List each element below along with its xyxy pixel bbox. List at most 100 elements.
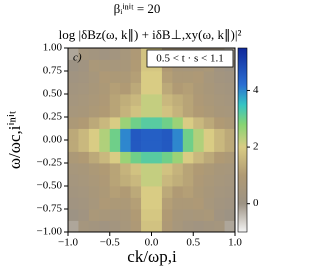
heat-cell	[151, 163, 163, 175]
heat-cell	[224, 117, 236, 129]
heat-cell	[141, 82, 152, 95]
y-axis-label: ω/ωc,iⁱⁿⁱᵗ	[5, 111, 24, 169]
heat-cell	[224, 209, 236, 221]
heat-cell	[214, 117, 225, 129]
heat-cell	[141, 59, 152, 72]
heat-cell	[141, 151, 152, 164]
heat-cell	[203, 105, 215, 118]
annotation-box	[146, 49, 234, 68]
heat-cell	[99, 174, 111, 187]
heat-cell	[141, 220, 152, 233]
heat-cell	[78, 163, 90, 175]
heat-cell	[130, 174, 142, 187]
heat-cell	[224, 82, 236, 95]
heat-cell	[78, 82, 90, 95]
heat-cell	[151, 71, 163, 83]
heat-cell	[68, 140, 79, 152]
heat-cell	[141, 117, 152, 129]
heat-cell	[203, 140, 215, 152]
heat-cell	[214, 94, 225, 106]
heat-cell	[68, 220, 79, 233]
y-tick-label: 0.00	[43, 134, 63, 146]
heat-cell	[182, 71, 194, 83]
heat-cell	[182, 220, 194, 233]
heat-cell	[193, 174, 205, 187]
heat-cell	[203, 163, 215, 175]
heat-cell	[203, 117, 215, 129]
heat-cell	[203, 151, 215, 164]
heat-cell	[120, 48, 132, 60]
heat-cell	[109, 220, 121, 233]
heat-cell	[151, 117, 163, 129]
heat-cell	[161, 82, 173, 95]
heat-cell	[109, 209, 121, 221]
heat-cell	[99, 140, 111, 152]
heat-cell	[182, 209, 194, 221]
heat-cell	[182, 105, 194, 118]
heat-cell	[109, 105, 121, 118]
heat-cell	[78, 105, 90, 118]
heat-cell	[224, 94, 236, 106]
x-tick-label: 0.0	[145, 237, 159, 249]
heat-cell	[109, 174, 121, 187]
heat-cell	[68, 48, 79, 60]
heat-cell	[99, 197, 111, 210]
heat-cell	[88, 220, 100, 233]
heat-cell	[193, 197, 205, 210]
heat-cell	[88, 140, 100, 152]
y-tick-label: 1.00	[43, 42, 63, 54]
heat-cell	[182, 128, 194, 141]
heat-cell	[78, 209, 90, 221]
heat-cell	[172, 82, 184, 95]
heat-cell	[120, 105, 132, 118]
heat-cell	[109, 140, 121, 152]
heat-cell	[68, 174, 79, 187]
panel-label: c)	[73, 52, 82, 64]
heat-cell	[78, 197, 90, 210]
heat-cell	[99, 220, 111, 233]
heat-cell	[130, 117, 142, 129]
heat-cell	[151, 140, 163, 152]
heat-cell	[182, 186, 194, 198]
heat-cell	[214, 151, 225, 164]
heat-cell	[161, 140, 173, 152]
y-tick-label: −0.50	[37, 180, 63, 192]
y-tick-label: −1.00	[37, 226, 63, 238]
heat-cell	[88, 59, 100, 72]
heat-cell	[109, 128, 121, 141]
heat-cell	[68, 151, 79, 164]
heat-cell	[141, 71, 152, 83]
heat-cell	[214, 71, 225, 83]
heat-cell	[130, 186, 142, 198]
heat-cell	[182, 117, 194, 129]
heat-cell	[203, 174, 215, 187]
heat-cell	[161, 94, 173, 106]
heat-cell	[120, 71, 132, 83]
heat-cell	[224, 128, 236, 141]
heat-cell	[120, 174, 132, 187]
heat-cell	[151, 174, 163, 187]
colorbar-tick-label: 4	[253, 84, 259, 96]
heat-cell	[182, 197, 194, 210]
heat-cell	[120, 151, 132, 164]
heat-cell	[151, 128, 163, 141]
heat-cell	[151, 82, 163, 95]
heat-cell	[172, 140, 184, 152]
heat-cell	[68, 197, 79, 210]
heat-cell	[193, 209, 205, 221]
heat-cell	[130, 105, 142, 118]
heat-cell	[214, 140, 225, 152]
heat-cell	[141, 140, 152, 152]
heat-cell	[130, 209, 142, 221]
heat-cell	[120, 59, 132, 72]
heat-cell	[78, 59, 90, 72]
heat-cell	[88, 94, 100, 106]
heat-cell	[88, 186, 100, 198]
heat-cell	[68, 128, 79, 141]
heat-cell	[193, 94, 205, 106]
heat-cell	[224, 186, 236, 198]
heat-cell	[78, 71, 90, 83]
heat-cell	[151, 220, 163, 233]
heat-cell	[193, 186, 205, 198]
heat-cell	[68, 59, 79, 72]
